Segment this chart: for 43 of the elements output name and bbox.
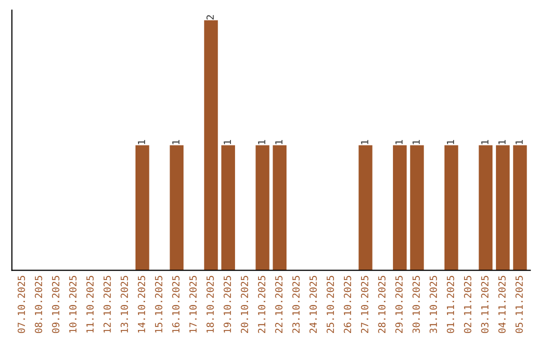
- data-label: 1: [138, 140, 146, 144]
- x-tick-label: 22.10.2025: [275, 276, 283, 333]
- x-tick-label: 11.10.2025: [86, 276, 94, 333]
- x-tick-label: 26.10.2025: [344, 276, 352, 333]
- data-label: 1: [395, 140, 403, 144]
- x-tick-label: 14.10.2025: [138, 276, 146, 333]
- x-tick-label: 27.10.2025: [360, 276, 368, 333]
- x-tick-label: 16.10.2025: [172, 276, 180, 333]
- x-tick-label: 07.10.2025: [18, 276, 26, 334]
- x-tick-label: 20.10.2025: [240, 276, 248, 333]
- data-label: 1: [412, 140, 420, 144]
- data-label: 1: [172, 140, 180, 144]
- x-tick-label: 21.10.2025: [258, 276, 266, 333]
- data-label: 1: [516, 140, 523, 144]
- x-tick-label: 05.11.2025: [515, 276, 523, 334]
- data-label: 1: [258, 140, 266, 144]
- data-label: 1: [275, 140, 282, 144]
- x-tick-label: 25.10.2025: [326, 276, 334, 333]
- x-tick-label: 13.10.2025: [120, 276, 128, 333]
- x-tick-label: 10.10.2025: [69, 276, 77, 333]
- x-tick-label: 08.10.2025: [34, 276, 42, 334]
- x-tick-label: 28.10.2025: [378, 276, 386, 333]
- x-tick-label: 04.11.2025: [498, 276, 506, 334]
- x-tick-label: 09.10.2025: [52, 276, 60, 334]
- x-tick-label: 18.10.2025: [206, 276, 214, 333]
- x-tick-label: 19.10.2025: [224, 276, 232, 333]
- x-tick-label: 23.10.2025: [292, 276, 300, 333]
- x-tick-label: 12.10.2025: [104, 276, 111, 333]
- data-label: 1: [446, 140, 454, 144]
- x-tick-label: 03.11.2025: [481, 276, 488, 334]
- x-tick-label: 31.10.2025: [430, 276, 437, 334]
- x-tick-label: 17.10.2025: [189, 276, 197, 333]
- data-label: 1: [481, 140, 488, 144]
- data-label: 1: [498, 140, 506, 144]
- x-tick-label: 15.10.2025: [154, 276, 162, 333]
- x-tick-label: 24.10.2025: [309, 276, 317, 333]
- data-label: 1: [224, 140, 231, 144]
- data-label: 2: [206, 15, 214, 20]
- x-tick-label: 02.11.2025: [464, 276, 472, 334]
- x-tick-label: 30.10.2025: [412, 276, 420, 334]
- data-label: 1: [361, 140, 368, 144]
- x-tick-label: 29.10.2025: [395, 276, 403, 333]
- x-tick-label: 01.11.2025: [446, 276, 454, 334]
